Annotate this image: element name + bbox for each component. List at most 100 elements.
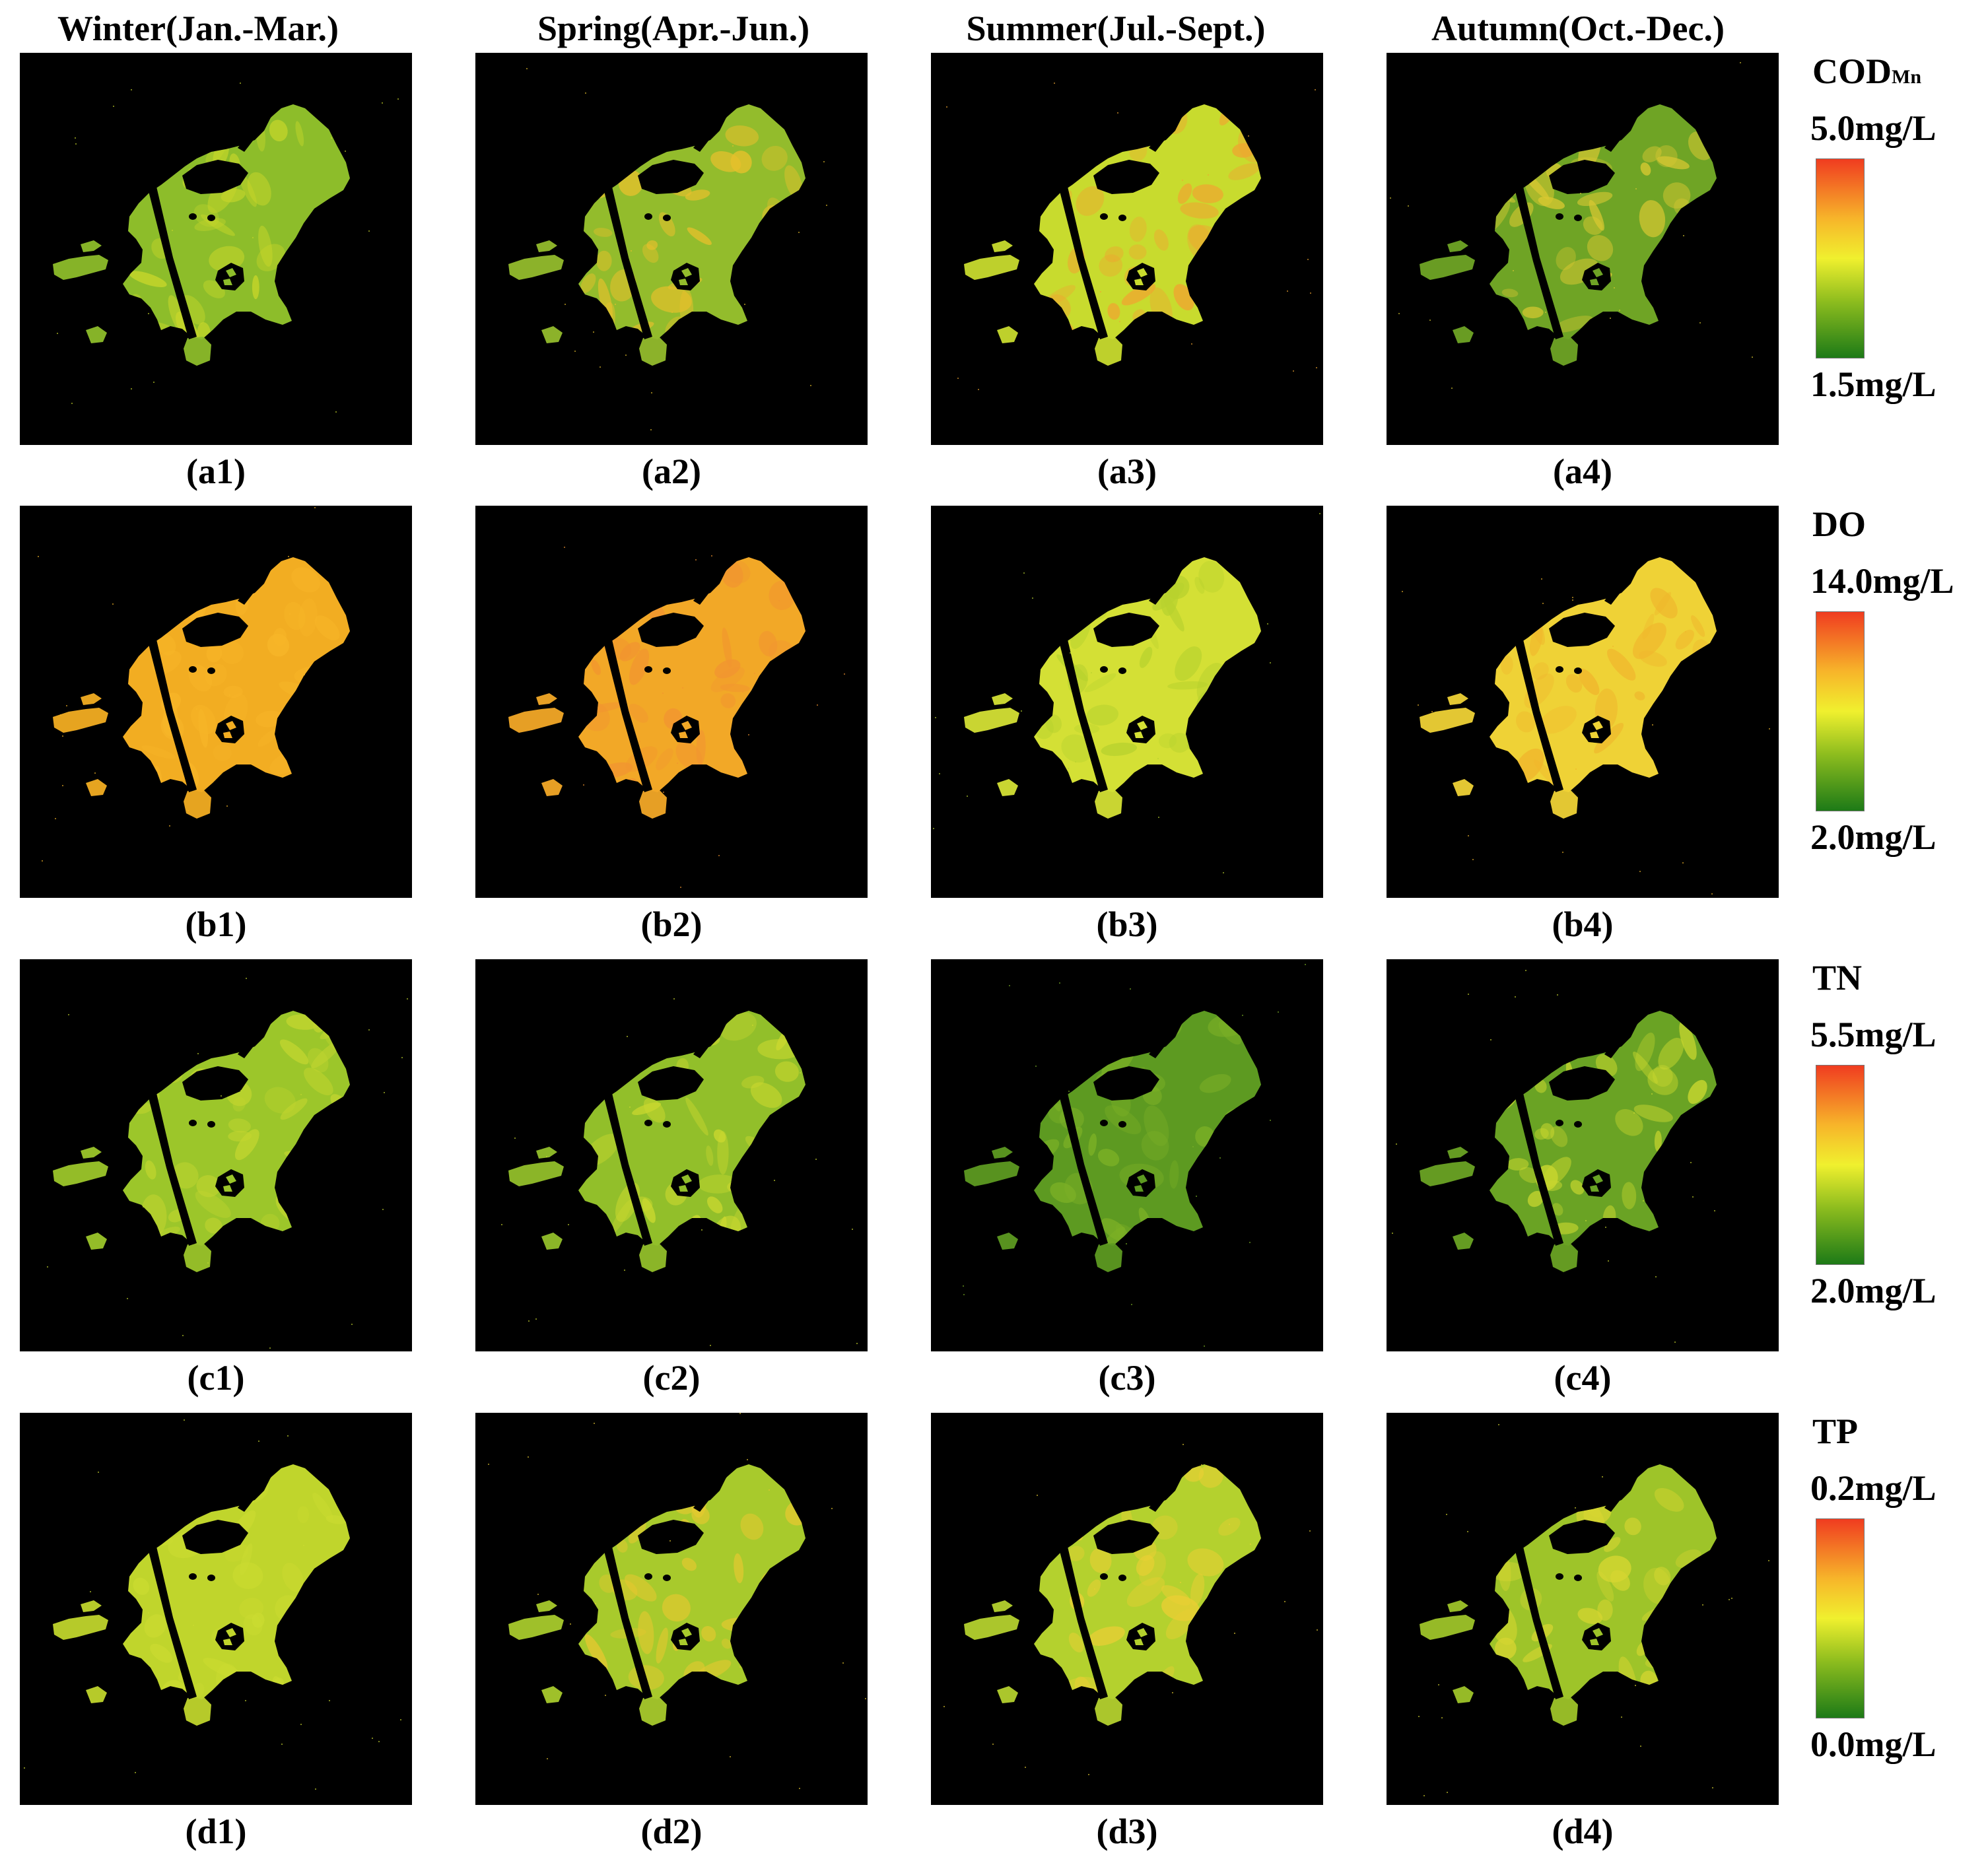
- side-water: [1420, 1615, 1475, 1640]
- side-water: [1420, 255, 1475, 280]
- dike: [1512, 1538, 1563, 1699]
- panel-label: (a2): [642, 452, 701, 491]
- side-water: [53, 1161, 108, 1186]
- side-water: [184, 790, 211, 819]
- dike: [1056, 1538, 1108, 1699]
- colorbar-max-label: 5.0mg/L: [1810, 108, 1937, 148]
- island: [1549, 160, 1615, 194]
- colorbar-parameter: CODMn: [1812, 50, 1921, 98]
- map-panel: [931, 506, 1323, 898]
- season-header: Summer(Jul.-Sept.): [966, 9, 1266, 48]
- panel-label: (c2): [642, 1358, 701, 1398]
- side-water: [81, 1600, 102, 1612]
- side-water: [53, 1615, 108, 1640]
- lake-map: [1392, 970, 1717, 1343]
- map-panel: [931, 53, 1323, 445]
- dike: [1056, 1085, 1108, 1246]
- parameter-name: TP: [1812, 1411, 1859, 1451]
- side-water: [639, 1243, 667, 1272]
- colorbar-max-label: 5.5mg/L: [1810, 1015, 1937, 1054]
- dike: [1056, 631, 1108, 792]
- side-water: [86, 326, 107, 343]
- side-water: [508, 255, 564, 280]
- side-water: [992, 693, 1013, 705]
- map-panel: [475, 506, 868, 898]
- lake-map: [501, 998, 858, 1346]
- side-water: [1550, 1697, 1578, 1726]
- island: [638, 1520, 704, 1554]
- side-water: [639, 1697, 667, 1726]
- side-water: [1550, 337, 1578, 366]
- panel-label: (b1): [185, 904, 247, 944]
- island: [638, 1066, 704, 1101]
- panel-label: (b2): [640, 904, 703, 944]
- panel-label: (a1): [186, 452, 246, 491]
- side-water: [81, 1147, 102, 1159]
- dike: [1512, 1085, 1563, 1246]
- lake-map: [933, 513, 1320, 873]
- side-water: [1550, 790, 1578, 819]
- side-water: [536, 693, 557, 705]
- side-water: [541, 779, 563, 796]
- colorbar: [1816, 611, 1865, 811]
- side-water: [508, 1161, 564, 1186]
- parameter-name: DO: [1812, 504, 1866, 544]
- panel-label: (b4): [1552, 904, 1614, 944]
- dike: [1056, 178, 1108, 339]
- lake-map: [508, 547, 845, 888]
- side-water: [536, 1147, 557, 1159]
- parameter-name: COD: [1812, 51, 1892, 91]
- side-water: [1447, 240, 1468, 252]
- dike: [601, 1538, 652, 1699]
- panel-label: (d1): [185, 1812, 247, 1851]
- side-water: [997, 1233, 1018, 1250]
- parameter-name: TN: [1812, 958, 1863, 998]
- colorbar: [1816, 158, 1865, 358]
- dike: [145, 1538, 197, 1699]
- side-water: [1453, 326, 1474, 343]
- side-water: [536, 1600, 557, 1612]
- side-water: [81, 693, 102, 705]
- side-water: [53, 255, 108, 280]
- island: [182, 1066, 248, 1101]
- side-water: [1420, 708, 1475, 733]
- side-water: [86, 1233, 107, 1250]
- map-panel: [475, 53, 868, 445]
- panel-label: (a4): [1553, 452, 1612, 491]
- lake-map: [963, 964, 1306, 1347]
- panel-label: (c3): [1098, 1358, 1156, 1398]
- island: [1549, 613, 1615, 647]
- side-water: [184, 1243, 211, 1272]
- parameter-subscript: Mn: [1892, 66, 1921, 88]
- side-water: [1095, 790, 1122, 819]
- dike: [1512, 631, 1563, 792]
- island: [638, 160, 704, 194]
- map-panel: [931, 959, 1323, 1351]
- map-panel: [1387, 506, 1779, 898]
- colorbar: [1816, 1518, 1865, 1718]
- island: [1549, 1066, 1615, 1101]
- side-water: [639, 790, 667, 819]
- island: [1093, 160, 1159, 194]
- colorbar-max-label: 14.0mg/L: [1810, 561, 1954, 601]
- side-water: [997, 779, 1018, 796]
- dike: [1512, 178, 1563, 339]
- map-panel: [20, 1413, 412, 1805]
- side-water: [964, 255, 1019, 280]
- dike: [145, 1085, 197, 1246]
- colorbar-min-label: 2.0mg/L: [1810, 1271, 1937, 1310]
- dike: [601, 178, 652, 339]
- dike: [145, 631, 197, 792]
- dike: [601, 631, 652, 792]
- side-water: [1550, 1243, 1578, 1272]
- colorbar-min-label: 2.0mg/L: [1810, 817, 1937, 857]
- lake-map: [1418, 1424, 1769, 1796]
- map-panel: [1387, 1413, 1779, 1805]
- side-water: [964, 1615, 1019, 1640]
- lake-map: [1402, 557, 1770, 895]
- panel-label: (c4): [1554, 1358, 1612, 1398]
- lake-map: [38, 507, 350, 862]
- side-water: [184, 1697, 211, 1726]
- side-water: [81, 240, 102, 252]
- colorbar: [1816, 1065, 1865, 1265]
